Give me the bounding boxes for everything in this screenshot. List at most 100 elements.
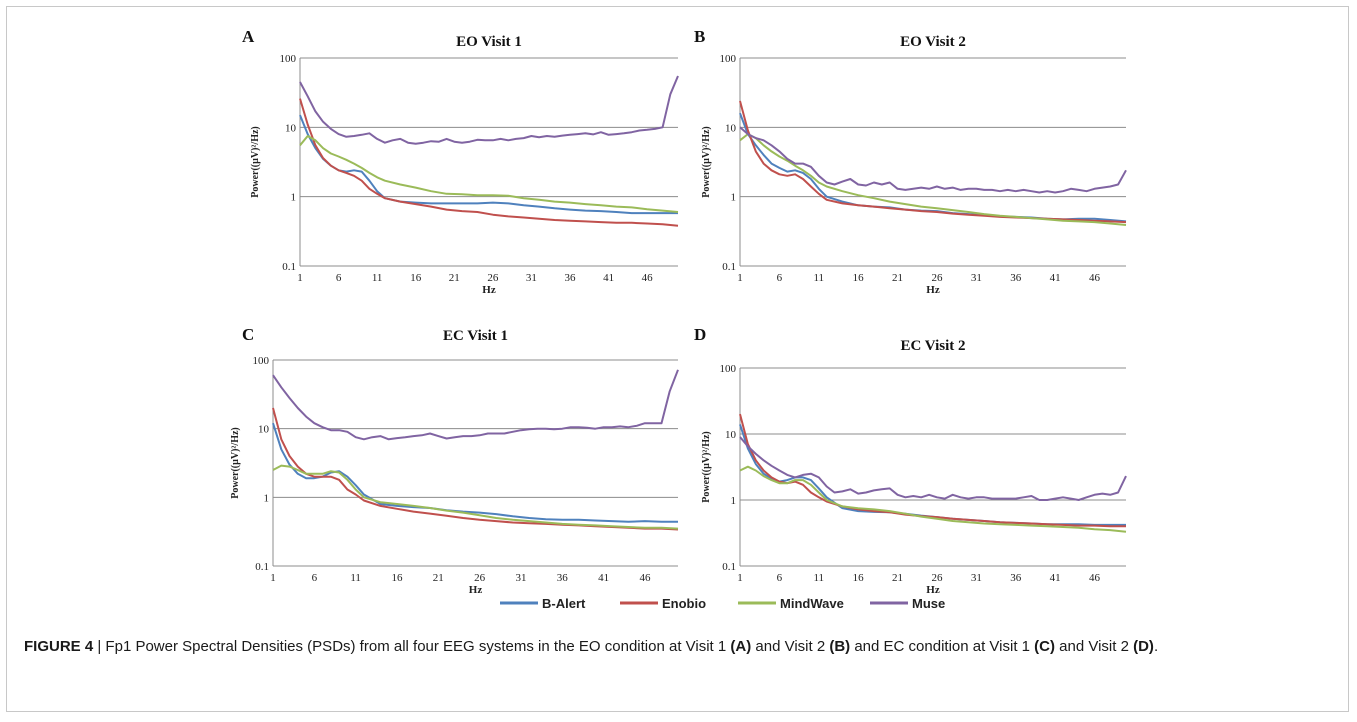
x-tick-label: 26 [487, 272, 499, 284]
x-tick-label: 31 [971, 572, 982, 584]
y-tick-label: 100 [720, 53, 737, 65]
x-tick-label: 41 [1050, 272, 1061, 284]
legend-item: B-Alert [500, 596, 586, 611]
series-line-muse [739, 126, 1127, 194]
x-tick-label: 36 [1010, 572, 1022, 584]
caption-text-2: and Visit 2 [751, 638, 830, 655]
y-axis-label: Power((µV)²/Hz) [701, 431, 712, 503]
y-tick-label: 10 [725, 122, 737, 134]
x-tick-label: 31 [526, 272, 537, 284]
series-line-muse [299, 75, 679, 145]
x-tick-label: 6 [777, 272, 783, 284]
x-tick-label: 46 [1089, 272, 1101, 284]
y-tick-label: 0.1 [255, 561, 269, 573]
caption-ref-d: (D) [1133, 638, 1154, 655]
x-tick-label: 46 [1089, 572, 1101, 584]
y-tick-label: 0.1 [282, 261, 296, 273]
y-axis-label: Power((µV)²/Hz) [701, 126, 712, 198]
series-line-enobio [739, 100, 1127, 224]
x-axis-label: Hz [926, 584, 940, 596]
series-line-enobio [299, 98, 679, 227]
caption-separator: | [97, 638, 102, 655]
series-line-mindwave [299, 135, 679, 213]
caption-text-5: . [1153, 638, 1159, 655]
series-line-muse [272, 369, 679, 441]
legend-label: MindWave [780, 596, 844, 611]
y-tick-label: 100 [253, 355, 270, 367]
y-tick-label: 10 [285, 122, 297, 134]
caption-ref-b: (B) [829, 638, 851, 655]
x-tick-label: 16 [410, 272, 422, 284]
series-line-mindwave [739, 465, 1127, 533]
caption-label: FIGURE 4 [24, 638, 94, 655]
caption-text-4: and Visit 2 [1055, 638, 1134, 655]
x-tick-label: 21 [892, 572, 903, 584]
y-axis-label: Power((µV)²/Hz) [250, 126, 261, 198]
legend-item: Muse [870, 596, 945, 611]
x-tick-label: 16 [853, 272, 865, 284]
legend-label: B-Alert [542, 596, 586, 611]
x-tick-label: 26 [931, 272, 943, 284]
x-tick-label: 6 [336, 272, 342, 284]
x-tick-label: 16 [853, 572, 865, 584]
x-tick-label: 46 [639, 572, 651, 584]
legend-item: Enobio [620, 596, 706, 611]
caption-ref-a: (A) [730, 638, 752, 655]
legend-label: Enobio [662, 596, 706, 611]
legend: B-Alert Enobio MindWave Muse [500, 596, 945, 611]
chart-title: EC Visit 2 [900, 338, 965, 354]
y-tick-label: 10 [258, 424, 270, 436]
x-tick-label: 1 [737, 572, 743, 584]
y-tick-label: 1 [731, 495, 737, 507]
x-tick-label: 36 [1010, 272, 1022, 284]
series-line-mindwave [272, 464, 679, 530]
x-tick-label: 11 [372, 272, 383, 284]
y-tick-label: 10 [725, 429, 737, 441]
y-axis-label: Power((µV)²/Hz) [230, 427, 241, 499]
caption-text-3: and EC condition at Visit 1 [850, 638, 1035, 655]
caption-text-1: Fp1 Power Spectral Densities (PSDs) from… [101, 638, 731, 655]
x-tick-label: 21 [892, 272, 903, 284]
x-tick-label: 1 [270, 572, 276, 584]
series-line-muse [739, 436, 1127, 501]
x-axis-label: Hz [469, 584, 483, 596]
panel-label: A [242, 27, 255, 46]
figure-caption: FIGURE 4 | Fp1 Power Spectral Densities … [24, 636, 1324, 657]
x-tick-label: 36 [565, 272, 577, 284]
x-tick-label: 1 [737, 272, 743, 284]
x-tick-label: 11 [813, 272, 824, 284]
x-tick-label: 31 [515, 572, 526, 584]
legend-label: Muse [912, 596, 945, 611]
panel-label: D [694, 325, 706, 344]
panel-label: B [694, 27, 705, 46]
x-tick-label: 11 [350, 572, 361, 584]
x-tick-label: 26 [474, 572, 486, 584]
x-tick-label: 41 [598, 572, 609, 584]
chart-title: EO Visit 1 [456, 34, 522, 50]
series-line-mindwave [739, 133, 1127, 226]
series-line-b-alert [739, 424, 1126, 526]
x-tick-label: 26 [931, 572, 943, 584]
x-axis-label: Hz [482, 284, 496, 296]
x-tick-label: 21 [433, 572, 444, 584]
x-tick-label: 1 [297, 272, 303, 284]
x-tick-label: 6 [777, 572, 783, 584]
x-tick-label: 6 [312, 572, 318, 584]
y-tick-label: 0.1 [722, 561, 736, 573]
y-tick-label: 100 [720, 363, 737, 375]
caption-ref-c: (C) [1034, 638, 1055, 655]
y-tick-label: 100 [280, 53, 297, 65]
x-tick-label: 11 [813, 572, 824, 584]
series-line-enobio [739, 413, 1126, 528]
y-tick-label: 1 [731, 192, 737, 204]
x-tick-label: 16 [391, 572, 403, 584]
x-tick-label: 41 [1050, 572, 1061, 584]
x-tick-label: 31 [971, 272, 982, 284]
y-tick-label: 0.1 [722, 261, 736, 273]
x-tick-label: 36 [557, 572, 569, 584]
